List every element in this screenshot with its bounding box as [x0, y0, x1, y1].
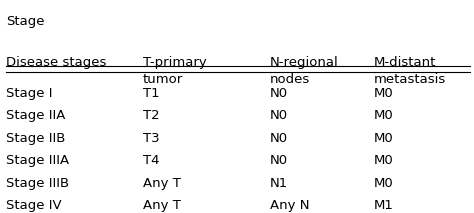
Text: N0: N0 [270, 87, 288, 100]
Text: Stage I: Stage I [6, 87, 53, 100]
Text: Any T: Any T [143, 199, 181, 212]
Text: N0: N0 [270, 109, 288, 122]
Text: Stage IIIA: Stage IIIA [6, 154, 69, 167]
Text: N1: N1 [270, 177, 288, 190]
Text: Stage: Stage [6, 15, 45, 28]
Text: M0: M0 [374, 177, 393, 190]
Text: M0: M0 [374, 87, 393, 100]
Text: Stage IIIB: Stage IIIB [6, 177, 69, 190]
Text: T1: T1 [143, 87, 159, 100]
Text: M-distant
metastasis: M-distant metastasis [374, 56, 446, 86]
Text: N0: N0 [270, 154, 288, 167]
Text: M0: M0 [374, 154, 393, 167]
Text: Stage IIB: Stage IIB [6, 132, 65, 145]
Text: T3: T3 [143, 132, 159, 145]
Text: N0: N0 [270, 132, 288, 145]
Text: T4: T4 [143, 154, 159, 167]
Text: Stage IV: Stage IV [6, 199, 62, 212]
Text: M0: M0 [374, 132, 393, 145]
Text: Any T: Any T [143, 177, 181, 190]
Text: M1: M1 [374, 199, 393, 212]
Text: T2: T2 [143, 109, 159, 122]
Text: Disease stages: Disease stages [6, 56, 107, 69]
Text: Any N: Any N [270, 199, 310, 212]
Text: M0: M0 [374, 109, 393, 122]
Text: T-primary
tumor: T-primary tumor [143, 56, 207, 86]
Text: Stage IIA: Stage IIA [6, 109, 65, 122]
Text: N-regional
nodes: N-regional nodes [270, 56, 339, 86]
